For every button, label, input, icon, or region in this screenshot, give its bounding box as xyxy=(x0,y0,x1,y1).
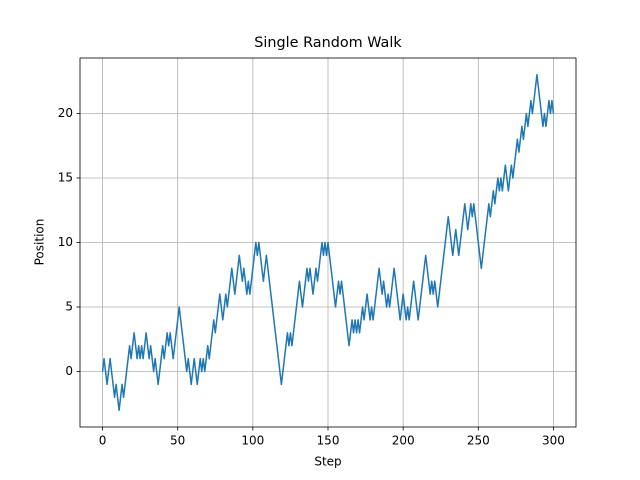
y-axis-label: Position xyxy=(33,219,47,266)
x-tick-label: 300 xyxy=(542,434,565,448)
x-axis-label: Step xyxy=(314,455,341,469)
data-line xyxy=(101,74,555,411)
x-tick-label: 150 xyxy=(317,434,340,448)
x-tick-label: 50 xyxy=(170,434,185,448)
chart-title: Single Random Walk xyxy=(254,35,402,51)
plot-frame xyxy=(79,57,577,428)
y-tick-label: 10 xyxy=(58,235,73,249)
y-tick-label: 20 xyxy=(58,106,73,120)
y-tick-label: 5 xyxy=(65,300,73,314)
x-tick-label: 250 xyxy=(467,434,490,448)
x-tick-label: 100 xyxy=(241,434,264,448)
x-tick-label: 0 xyxy=(99,434,107,448)
x-tick-label: 200 xyxy=(392,434,415,448)
y-tick-label: 15 xyxy=(58,170,73,184)
y-tick-label: 0 xyxy=(65,364,73,378)
